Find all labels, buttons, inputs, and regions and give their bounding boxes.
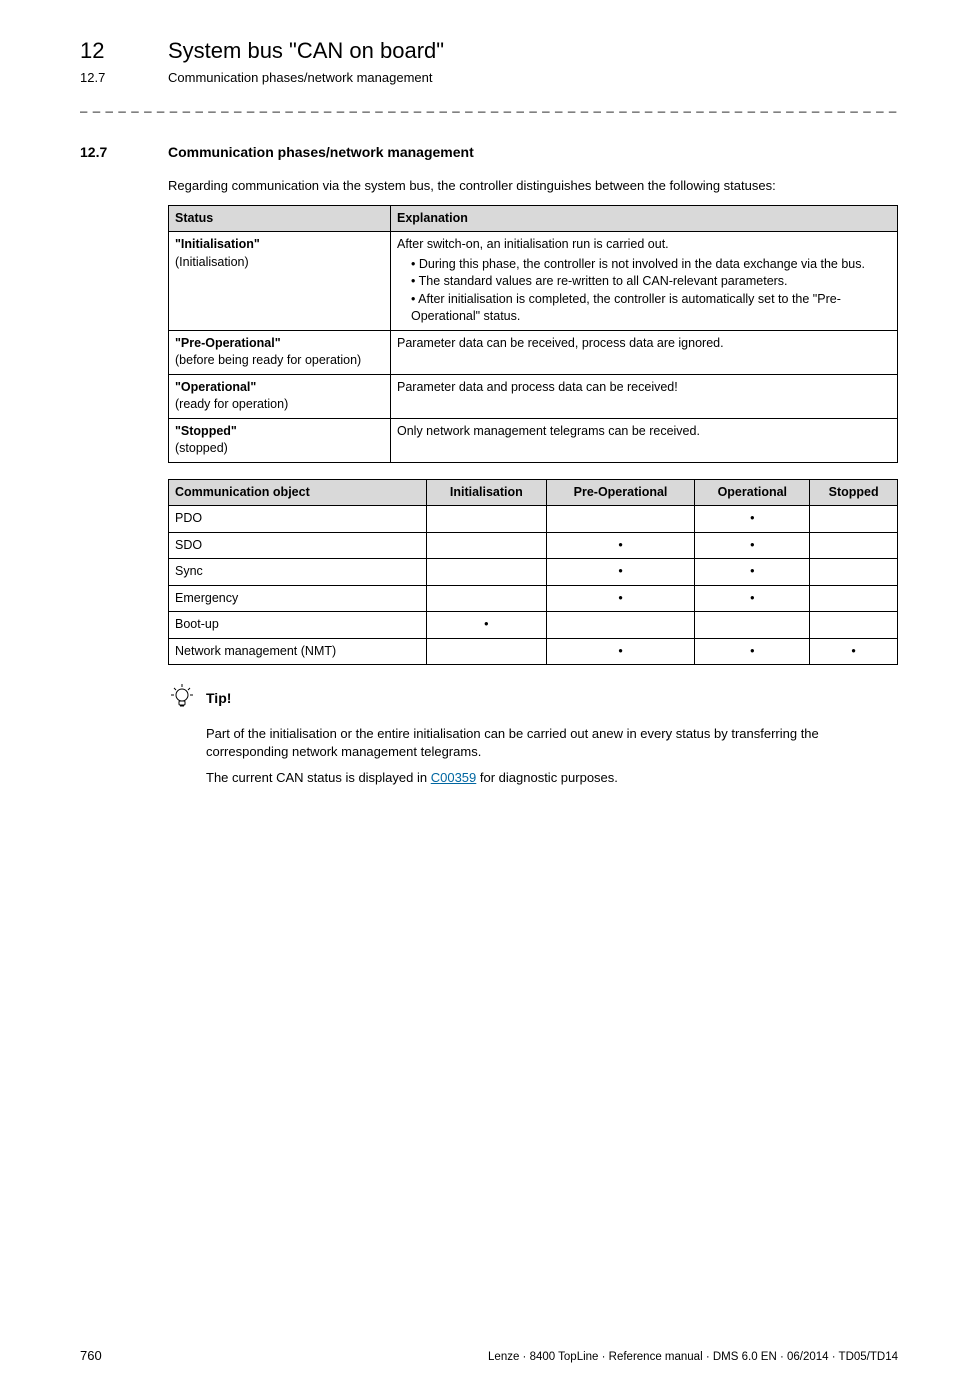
- status-subname: (before being ready for operation): [175, 353, 361, 367]
- comm-cell: •: [695, 532, 810, 559]
- chapter-number: 12: [80, 36, 168, 67]
- footer-meta: Lenze · 8400 TopLine · Reference manual …: [488, 1349, 898, 1365]
- comm-cell: [810, 585, 898, 612]
- tip-paragraph: Part of the initialisation or the entire…: [206, 725, 898, 761]
- comm-cell: [427, 532, 547, 559]
- comm-cell: •: [427, 612, 547, 639]
- comm-cell: [427, 638, 547, 665]
- section-heading-small: 12.7 Communication phases/network manage…: [80, 69, 898, 87]
- comm-cell: •: [695, 585, 810, 612]
- status-bullet: After initialisation is completed, the c…: [411, 291, 891, 326]
- status-explanation-lead: Only network management telegrams can be…: [391, 418, 898, 462]
- status-bullet: The standard values are re-written to al…: [411, 273, 891, 291]
- status-bullet: During this phase, the controller is not…: [411, 256, 891, 274]
- comm-cell: [427, 585, 547, 612]
- status-explanation-lead: Parameter data can be received, process …: [391, 330, 898, 374]
- tip-paragraph: The current CAN status is displayed in C…: [206, 769, 898, 787]
- comm-cell: •: [546, 532, 695, 559]
- status-name: "Pre-Operational": [175, 336, 281, 350]
- lightbulb-icon: [168, 683, 196, 716]
- comm-header-init: Initialisation: [427, 479, 547, 506]
- comm-cell: [810, 506, 898, 533]
- section-number-small: 12.7: [80, 69, 168, 87]
- comm-header-object: Communication object: [169, 479, 427, 506]
- table-row: Boot-up•: [169, 612, 898, 639]
- status-name: "Initialisation": [175, 237, 260, 251]
- code-link[interactable]: C00359: [431, 770, 477, 785]
- chapter-title: System bus "CAN on board": [168, 36, 444, 67]
- comm-cell: [427, 559, 547, 586]
- table-row: PDO •: [169, 506, 898, 533]
- status-name: "Stopped": [175, 424, 237, 438]
- comm-object-name: Emergency: [169, 585, 427, 612]
- comm-object-name: Sync: [169, 559, 427, 586]
- comm-header-op: Operational: [695, 479, 810, 506]
- comm-cell: •: [546, 559, 695, 586]
- table-row: SDO ••: [169, 532, 898, 559]
- comm-header-stopped: Stopped: [810, 479, 898, 506]
- comm-object-name: SDO: [169, 532, 427, 559]
- comm-object-name: Boot-up: [169, 612, 427, 639]
- table-row: Sync ••: [169, 559, 898, 586]
- comm-cell: •: [546, 638, 695, 665]
- section-number: 12.7: [80, 143, 168, 163]
- status-subname: (stopped): [175, 441, 228, 455]
- table-row: "Operational" (ready for operation) Para…: [169, 374, 898, 418]
- table-row: "Pre-Operational" (before being ready fo…: [169, 330, 898, 374]
- table-row: "Stopped" (stopped) Only network managem…: [169, 418, 898, 462]
- comm-cell: •: [546, 585, 695, 612]
- comm-cell: [810, 559, 898, 586]
- section-title-small: Communication phases/network management: [168, 69, 432, 87]
- status-table-header-status: Status: [169, 205, 391, 232]
- comm-cell: [810, 612, 898, 639]
- comm-cell: [695, 612, 810, 639]
- tip-block: Tip!: [168, 683, 898, 716]
- chapter-heading: 12 System bus "CAN on board": [80, 36, 898, 67]
- status-explanation-lead: After switch-on, an initialisation run i…: [397, 237, 669, 251]
- status-table-header-explanation: Explanation: [391, 205, 898, 232]
- comm-cell: •: [695, 559, 810, 586]
- table-row: "Initialisation" (Initialisation) After …: [169, 232, 898, 331]
- table-row: Network management (NMT)•••: [169, 638, 898, 665]
- comm-cell: •: [695, 506, 810, 533]
- status-subname: (Initialisation): [175, 255, 249, 269]
- comm-cell: [546, 506, 695, 533]
- intro-paragraph: Regarding communication via the system b…: [168, 177, 898, 195]
- status-explanation-lead: Parameter data and process data can be r…: [391, 374, 898, 418]
- comm-cell: •: [810, 638, 898, 665]
- comm-cell: [546, 612, 695, 639]
- status-table: Status Explanation "Initialisation" (Ini…: [168, 205, 898, 463]
- status-name: "Operational": [175, 380, 256, 394]
- status-subname: (ready for operation): [175, 397, 288, 411]
- comm-header-preop: Pre-Operational: [546, 479, 695, 506]
- separator-dashes: _ _ _ _ _ _ _ _ _ _ _ _ _ _ _ _ _ _ _ _ …: [80, 97, 898, 115]
- table-row: Emergency ••: [169, 585, 898, 612]
- comm-cell: [427, 506, 547, 533]
- section-heading: 12.7 Communication phases/network manage…: [80, 143, 898, 163]
- comm-object-name: PDO: [169, 506, 427, 533]
- comm-object-table: Communication object Initialisation Pre-…: [168, 479, 898, 666]
- section-title: Communication phases/network management: [168, 143, 474, 163]
- comm-cell: [810, 532, 898, 559]
- tip-text-post: for diagnostic purposes.: [476, 770, 618, 785]
- tip-text-pre: The current CAN status is displayed in: [206, 770, 431, 785]
- comm-object-name: Network management (NMT): [169, 638, 427, 665]
- tip-text: Part of the initialisation or the entire…: [206, 725, 898, 788]
- comm-cell: •: [695, 638, 810, 665]
- tip-label: Tip!: [206, 683, 231, 709]
